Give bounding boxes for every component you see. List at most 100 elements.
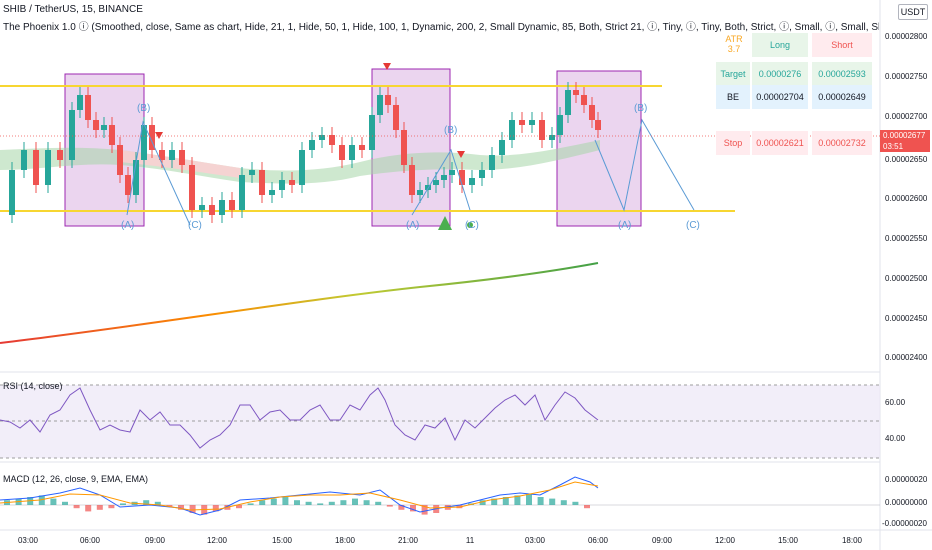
macd-bar — [572, 501, 579, 505]
wave-label: (C) — [465, 220, 479, 231]
candle-body — [289, 180, 295, 185]
candle-body — [93, 120, 99, 130]
candle-body — [573, 90, 579, 95]
col-short: Short — [812, 33, 872, 57]
candle-body — [149, 125, 155, 150]
candle-body — [219, 200, 225, 215]
candle-body — [319, 135, 325, 140]
wave-label: (B) — [444, 125, 458, 136]
candle-body — [85, 95, 91, 120]
candle-body — [57, 150, 63, 160]
price-tick: 0.00002400 — [885, 353, 928, 362]
time-tick: 21:00 — [397, 536, 419, 545]
candle-body — [557, 115, 563, 135]
candle-body — [409, 165, 415, 195]
time-tick: 09:00 — [651, 536, 673, 545]
macd-bar — [421, 505, 428, 515]
candle-body — [339, 145, 345, 160]
sell-signal-icon — [155, 132, 163, 139]
price-tick: 0.00002650 — [885, 155, 928, 164]
candle-body — [349, 145, 355, 160]
macd-bar — [62, 501, 68, 505]
currency-button[interactable]: USDT — [898, 4, 928, 20]
sell-signal-icon — [383, 63, 391, 70]
candle-body — [441, 175, 447, 180]
macd-bar — [189, 505, 196, 513]
macd-bar — [294, 500, 300, 505]
candle-body — [449, 170, 455, 175]
be-long: 0.00002704 — [752, 85, 808, 109]
candle-body — [417, 190, 423, 195]
macd-bar — [108, 505, 115, 509]
buy-signal-dot — [467, 222, 473, 228]
candle-body — [479, 170, 485, 178]
indicator-legend[interactable]: The Phoenix 1.0 ⓘ (Smoothed, close, Same… — [3, 22, 879, 33]
macd-bar — [282, 497, 289, 505]
candle-body — [125, 175, 131, 195]
candle-body — [299, 150, 305, 185]
candle-body — [565, 90, 571, 115]
price-tick: 0.00002700 — [885, 112, 928, 121]
candle-body — [45, 150, 51, 185]
candle-body — [117, 145, 123, 175]
current-price: 0.00002677 — [883, 131, 926, 140]
target-long: 0.0000276 — [752, 62, 808, 86]
macd-bar — [375, 501, 382, 505]
candle-body — [133, 160, 139, 195]
bar-countdown: 03:51 — [883, 142, 904, 151]
macd-bar — [305, 501, 312, 505]
atr-label: ATR — [725, 34, 743, 44]
candle-body — [489, 155, 495, 170]
macd-bar — [178, 505, 184, 510]
candle-body — [249, 170, 255, 175]
candle-body — [9, 170, 15, 215]
time-tick: 09:00 — [144, 536, 166, 545]
macd-bar — [85, 505, 92, 512]
candle-body — [549, 135, 555, 140]
candle-body — [581, 95, 587, 105]
macd-bar — [363, 500, 370, 505]
time-tick: 12:00 — [206, 536, 228, 545]
wave-line-2 — [411, 148, 471, 216]
candle-body — [595, 120, 601, 130]
macd-tick: -0.00000020 — [882, 519, 927, 528]
macd-tick: 0.00000000 — [885, 498, 928, 507]
candle-body — [189, 165, 195, 210]
macd-tick: 0.00000020 — [885, 475, 928, 484]
macd-bar — [514, 495, 521, 505]
wave-label: (A) — [618, 220, 632, 231]
row-target-label: Target — [716, 62, 750, 86]
time-tick: 03:00 — [17, 536, 39, 545]
price-tick: 0.00002550 — [885, 234, 928, 243]
time-tick: 12:00 — [714, 536, 736, 545]
rsi-legend[interactable]: RSI (14, close) — [3, 381, 63, 391]
time-tick: 06:00 — [79, 536, 101, 545]
macd-bar — [154, 501, 161, 505]
candle-body — [141, 125, 147, 160]
be-short: 0.00002649 — [812, 85, 872, 109]
target-short: 0.00002593 — [812, 62, 872, 86]
candle-body — [529, 120, 535, 125]
macd-bar — [584, 505, 590, 509]
candle-body — [385, 95, 391, 105]
macd-bar — [236, 505, 242, 509]
macd-bar — [73, 505, 80, 509]
row-be-label: BE — [716, 85, 750, 109]
macd-histogram — [4, 493, 590, 515]
candle-body — [377, 95, 383, 115]
signal-line — [0, 481, 599, 511]
candle-body — [33, 150, 39, 185]
candle-body — [77, 95, 83, 110]
macd-bar — [340, 500, 347, 505]
candle-body — [209, 205, 215, 215]
price-tick: 0.00002750 — [885, 72, 928, 81]
macd-bar — [96, 505, 103, 510]
candle-body — [269, 190, 275, 195]
current-price-tag: 0.00002677 03:51 — [880, 130, 930, 152]
stop-long: 0.00002621 — [752, 131, 808, 155]
candle-body — [539, 120, 545, 140]
wave-line-3 — [594, 118, 695, 212]
candle-body — [279, 180, 285, 190]
macd-legend[interactable]: MACD (12, 26, close, 9, EMA, EMA) — [3, 474, 149, 484]
